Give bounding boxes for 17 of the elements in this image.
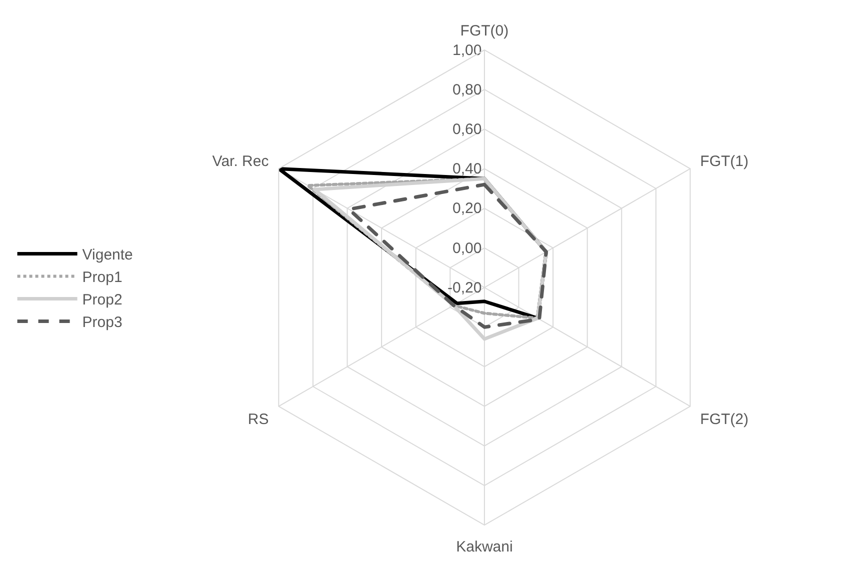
spoke-label: FGT(0) (460, 22, 509, 40)
y-tick-label: 0,60 (452, 120, 482, 138)
y-tick-label: 0,20 (452, 200, 482, 218)
spoke-label: Var. Rec (212, 152, 270, 170)
spoke-label: FGT(2) (700, 411, 748, 428)
legend-label: Prop2 (82, 292, 122, 309)
legend-label: Prop3 (82, 314, 122, 332)
y-tick-label: 0,00 (452, 240, 482, 257)
spoke-label: RS (248, 411, 269, 428)
y-tick-label: 0,40 (452, 160, 482, 178)
legend-label: Prop1 (82, 269, 122, 286)
y-tick-label: 1,00 (452, 42, 482, 59)
spoke-label: FGT(1) (700, 152, 748, 170)
spoke-label: Kakwani (456, 538, 513, 556)
legend-label: Vigente (82, 246, 133, 264)
y-tick-label: -0,20 (447, 279, 482, 296)
y-tick-label: 0,80 (452, 81, 482, 98)
